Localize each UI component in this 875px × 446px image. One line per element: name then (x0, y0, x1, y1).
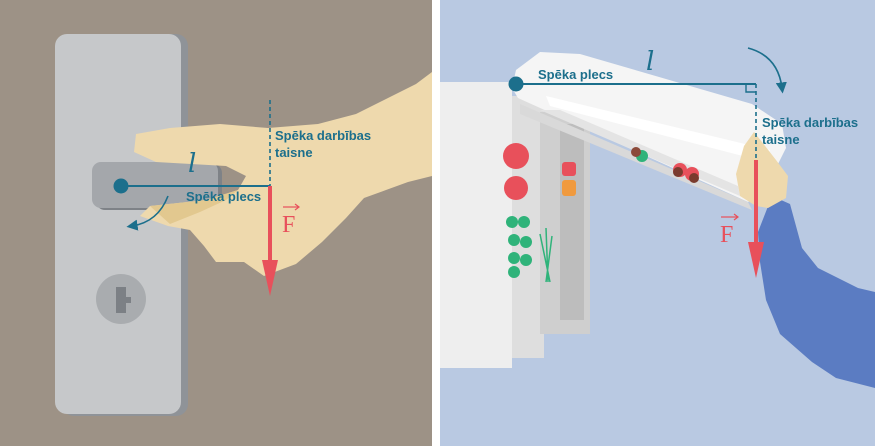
lever-symbol-l: l (188, 149, 196, 179)
force-arrow (262, 186, 278, 296)
line-of-action-label-4: taisne (762, 132, 800, 147)
arm-illustration (736, 132, 875, 388)
fridge-body (440, 82, 590, 368)
force-symbol: F (282, 212, 295, 238)
door-plate (55, 34, 188, 416)
lever-arm-label-2: Spēka plecs (538, 67, 613, 82)
fridge-door (512, 52, 786, 210)
right-angle-marker (745, 84, 756, 93)
force-vector-symbol-2: F (720, 213, 739, 248)
force-vector-symbol: F (282, 203, 300, 238)
keyhole-icon (96, 274, 146, 324)
force-symbol-2: F (720, 222, 733, 248)
fridge-contents (503, 143, 576, 283)
panel-fridge-door: l Spēka plecs Spēka darbības taisne F (440, 0, 875, 446)
line-of-action-label-2: taisne (275, 145, 313, 160)
rotation-arrow-2 (747, 47, 787, 94)
rotation-arrow (126, 195, 169, 231)
pivot-point-2 (508, 76, 524, 92)
lever-arm-label: Spēka plecs (186, 189, 261, 204)
line-of-action-label-3: Spēka darbības (762, 115, 858, 130)
lever-symbol-l-2: l (646, 47, 654, 77)
hand-illustration (134, 72, 432, 276)
line-of-action-label: Spēka darbības (275, 128, 371, 143)
panel-divider (432, 0, 440, 446)
force-arrow-2 (748, 160, 764, 278)
pivot-point (113, 178, 129, 194)
panel-door-handle: l Spēka plecs Spēka darbības taisne F (0, 0, 432, 446)
